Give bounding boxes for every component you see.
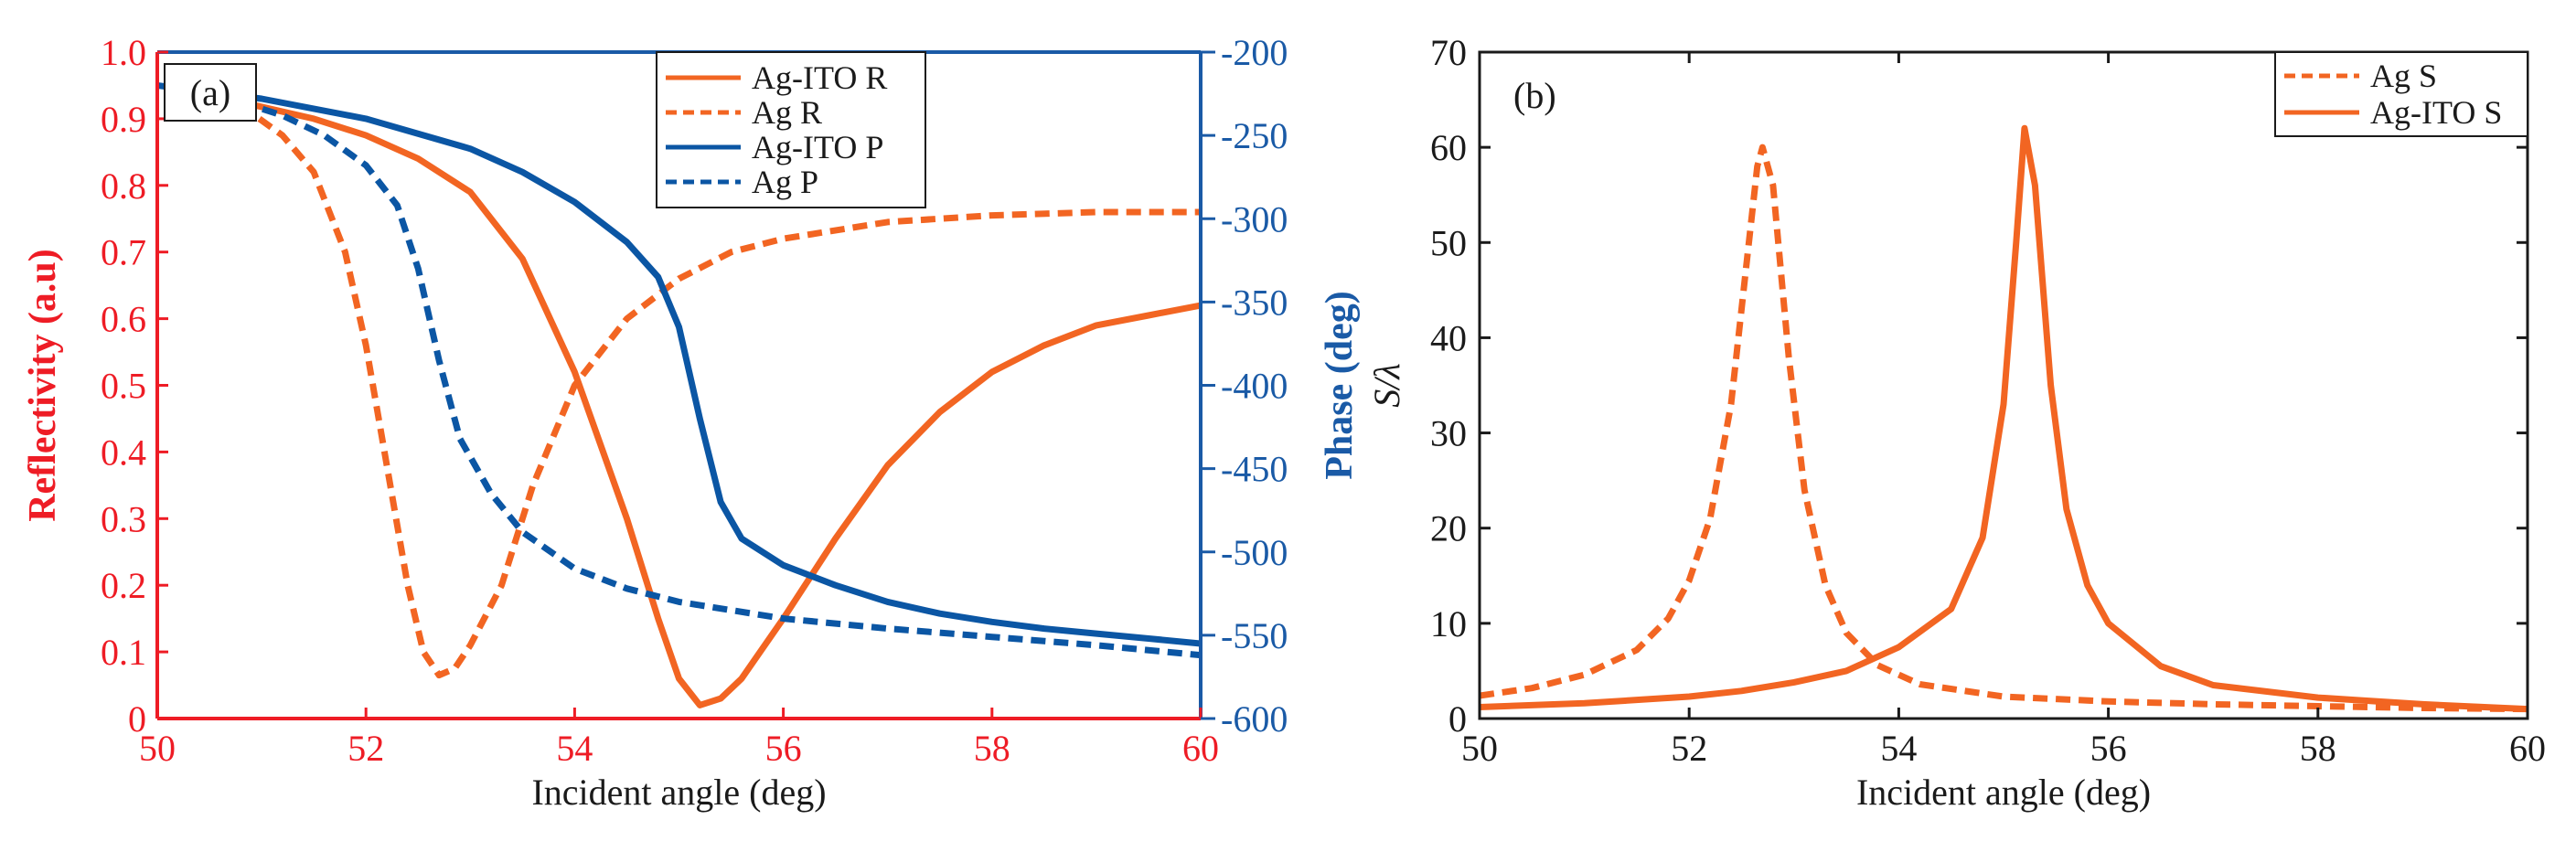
x-tick-label: 58 [974,728,1010,769]
y-right-tick-label: -500 [1221,532,1288,573]
legend-label: Ag-ITO R [752,59,887,96]
y-right-tick-label: -200 [1221,32,1288,73]
plot-frame [1478,50,2529,720]
legend-box [2274,51,2528,137]
y-left-tick-label: 0.1 [101,632,146,673]
panel-a-ylabel-left: Reflectivity (a.u) [22,249,64,522]
x-tick-label: 50 [1461,728,1498,769]
series-line-ag-ito-p [157,82,1201,647]
legend-label: Ag R [752,94,822,131]
y-tick-label: 10 [1430,603,1467,644]
legend-label: Ag S [2370,58,2437,94]
y-right-tick-label: -400 [1221,366,1288,407]
y-left-tick-label: 0.2 [101,565,146,606]
y-tick-label: 60 [1430,127,1467,168]
series-group [1480,124,2528,713]
x-tick-label: 56 [765,728,802,769]
legend-label: Ag-ITO S [2370,94,2502,131]
panel-b-ylabel: S/λ [1366,363,1407,407]
panel-a-ylabel-right: Phase (deg) [1319,291,1361,479]
panel-b-tag: (b) [1513,75,1556,116]
series-line-ag-r [239,102,1201,679]
panel-b-legend: Ag SAg-ITO S [2274,51,2528,137]
panel-a-xlabel: Incident angle (deg) [531,772,826,813]
y-right-tick-label: -450 [1221,449,1288,490]
y-right-tick-label: -550 [1221,615,1288,656]
y-left-tick-label: 0.3 [101,498,146,539]
y-tick-label: 70 [1430,32,1467,73]
y-right-tick-label: -300 [1221,198,1288,240]
series-line-ag-p [240,99,1201,659]
x-tick-label: 60 [1182,728,1219,769]
panel-a-legend: Ag-ITO RAg RAg-ITO PAg P [656,51,926,208]
y-tick-label: 0 [1448,698,1467,740]
panel-b: 50 52 54 56 58 60 0 10 20 30 40 50 60 70 Incident an… [1366,32,2546,813]
y-left-tick-label: 0.8 [101,165,146,207]
panel-a-tag: (a) [190,72,230,113]
y-left-tick-label: 0.7 [101,232,146,273]
y-tick-label: 40 [1430,317,1467,358]
x-tick-label: 54 [1880,728,1917,769]
legend-label: Ag-ITO P [752,129,883,165]
y-right-tick-label: -600 [1221,698,1288,740]
series-line-ag-ito-r [240,99,1201,708]
y-right-tick-label: -250 [1221,115,1288,156]
series-line-ag-s [1480,144,2528,713]
legend-label: Ag P [752,164,818,200]
y-left-tick-label: 0 [128,698,146,740]
x-tick-label: 60 [2509,728,2546,769]
y-left-tick-label: 0.6 [101,299,146,340]
y-tick-label: 20 [1430,508,1467,549]
x-tick-label: 54 [556,728,593,769]
series-line-ag-ito-s [1480,124,2528,713]
y-right-tick-label: -350 [1221,282,1288,323]
panel-b-xlabel: Incident angle (deg) [1856,772,2151,813]
y-left-tick-label: 0.9 [101,99,146,140]
y-tick-label: 30 [1430,413,1467,454]
y-left-tick-label: 0.4 [101,431,146,473]
panel-a-tag-box: (a) [164,63,257,122]
y-left-tick-label: 1.0 [101,32,146,73]
x-tick-label: 56 [2090,728,2127,769]
x-tick-label: 52 [1671,728,1707,769]
panel-a: 50 52 54 56 58 60 0 0.1 0.2 0.3 0.4 0.5 0.6 0.7 0.8 0.… [22,32,1361,813]
x-tick-label: 58 [2300,728,2336,769]
y-tick-label: 50 [1430,222,1467,263]
x-tick-label: 50 [139,728,176,769]
y-left-tick-label: 0.5 [101,366,146,407]
x-tick-label: 52 [347,728,384,769]
